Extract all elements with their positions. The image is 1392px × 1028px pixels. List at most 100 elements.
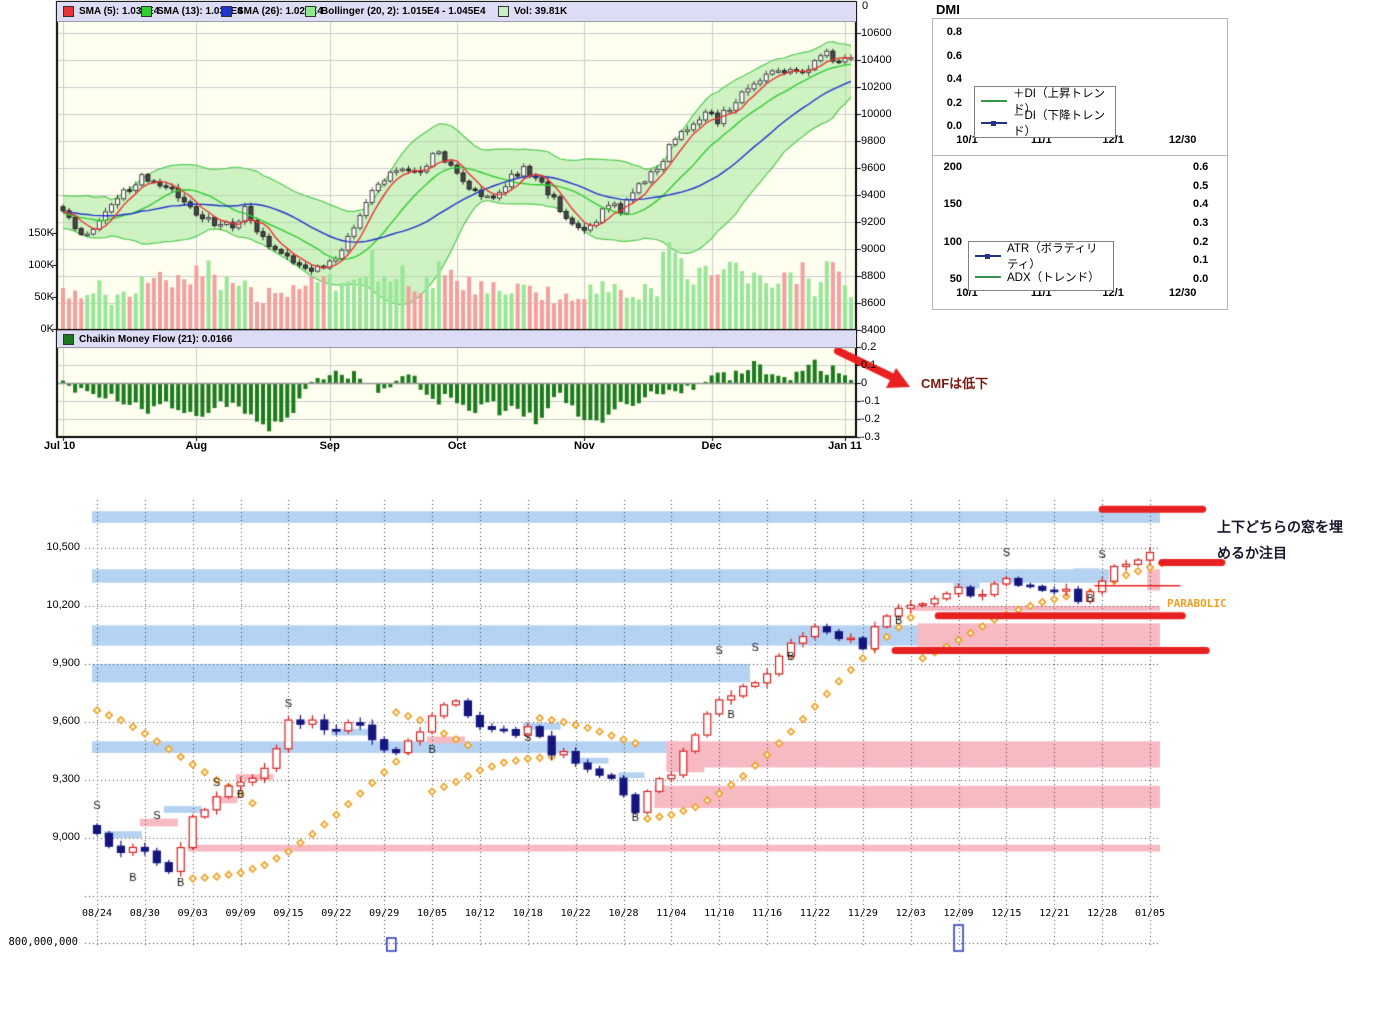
bottom-time-tick-label: 10/28 (608, 908, 639, 919)
main-chart-legend: SMA (5): 1.037E4 SMA (13): 1.033E4 SMA (… (57, 2, 856, 22)
bottom-time-tick-label: 12/03 (895, 908, 926, 919)
dmi-panel-title: DMI (936, 2, 960, 17)
adx-tick-label: 0.4 (1193, 198, 1209, 211)
dmi-legend-minus-di: －DI（下降トレンド） (981, 110, 1109, 138)
time-tick-label: Jul 10 (44, 440, 76, 452)
time-tick-label: Sep (319, 440, 340, 452)
legend-label: SMA (5): 1.037E4 (79, 6, 160, 17)
bottom-time-tick-label: 12/21 (1039, 908, 1070, 919)
volume-tick-label: 150K (28, 227, 54, 239)
dmi-y-tick-label: 0.8 (946, 26, 962, 38)
cmf-declining-note: CMFは低下 (921, 376, 989, 391)
legend-label: －DI（下降トレンド） (1013, 110, 1105, 138)
cmf-tick-label: -0.2 (861, 413, 880, 425)
bottom-time-tick-label: 11/10 (704, 908, 735, 919)
atr-adx-legend-box: ATR（ボラティリティ） ADX（トレンド） (968, 241, 1114, 291)
dmi-x-tick-label: 12/30 (1168, 134, 1197, 146)
top-right-axis-label: 0 (862, 0, 869, 12)
bottom-time-tick-label: 11/16 (752, 908, 783, 919)
main-price-plot-region[interactable] (57, 22, 856, 330)
adx-line-icon (975, 275, 1001, 278)
bottom-time-tick-label: 11/29 (847, 908, 878, 919)
price-tick-label: 9000 (861, 243, 886, 255)
dmi-y-tick-label: 0.6 (946, 49, 962, 62)
legend-item-sma5: SMA (5): 1.037E4 (63, 2, 159, 21)
legend-atr: ATR（ボラティリティ） (975, 243, 1107, 271)
time-tick-label: Oct (447, 440, 467, 452)
window-note-line1: 上下どちらの窓を埋 (1217, 519, 1343, 535)
legend-label: Bollinger (20, 2): 1.015E4 - 1.045E4 (321, 6, 486, 17)
dmi-legend-plus-di: ＋DI（上昇トレンド） (981, 88, 1109, 116)
sma26-swatch-icon (221, 6, 232, 17)
bottom-time-tick-label: 10/12 (464, 908, 495, 919)
price-tick-label: 10200 (861, 81, 892, 93)
price-tick-label: 9400 (861, 189, 886, 201)
bottom-time-tick-label: 08/30 (129, 908, 160, 919)
legend-item-volume: Vol: 39.81K (498, 2, 567, 21)
time-tick-label: Nov (573, 440, 595, 452)
legend-label: ＋DI（上昇トレンド） (1013, 88, 1105, 116)
sma13-swatch-icon (141, 6, 152, 17)
bottom-time-tick-label: 10/05 (416, 908, 448, 919)
bottom-time-tick-label: 12/28 (1087, 908, 1118, 919)
legend-item-cmf: Chaikin Money Flow (21): 0.0166 (63, 331, 232, 347)
bottom-time-tick-label: 09/15 (273, 908, 304, 919)
plus-di-line-icon (981, 100, 1007, 102)
atr-line-icon (975, 253, 1001, 259)
atr-tick-label: 100 (943, 235, 962, 248)
legend-adx: ADX（トレンド） (975, 266, 1107, 287)
legend-item-bollinger: Bollinger (20, 2): 1.015E4 - 1.045E4 (305, 2, 486, 21)
price-tick-label: 10400 (861, 54, 892, 66)
bottom-volume-axis-label: 800,000,000 (8, 936, 78, 948)
bottom-price-tick-label: 9,900 (52, 657, 80, 669)
price-tick-label: 9600 (861, 162, 886, 174)
bottom-time-tick-label: 09/09 (225, 908, 256, 919)
cmf-tick-label: 0.1 (861, 359, 877, 371)
bottom-time-tick-label: 11/04 (656, 908, 687, 919)
dmi-y-tick-label: 0.2 (946, 96, 962, 109)
bottom-time-tick-label: 09/29 (369, 908, 400, 919)
legend-label: Vol: 39.81K (514, 6, 568, 17)
adx-tick-label: 0.1 (1193, 254, 1209, 267)
volume-swatch-icon (498, 6, 509, 17)
bottom-time-tick-label: 01/05 (1134, 908, 1166, 919)
volume-tick-label: 0K (40, 323, 54, 335)
bottom-price-tick-label: 10,200 (46, 599, 80, 611)
atr-tick-label: 200 (943, 161, 962, 173)
price-tick-label: 9800 (861, 135, 886, 147)
adx-tick-label: 0.2 (1193, 235, 1209, 248)
price-tick-label: 10600 (861, 27, 892, 39)
parabolic-label: PARABOLIC (1167, 597, 1227, 610)
price-tick-label: 8600 (861, 297, 886, 309)
bottom-time-tick-label: 09/22 (321, 908, 352, 919)
legend-label: SMA (26): 1.026E4 (237, 6, 323, 17)
dmi-y-tick-label: 0.0 (946, 120, 962, 132)
time-tick-label: Dec (701, 440, 722, 452)
price-tick-label: 9200 (861, 216, 886, 228)
cmf-tick-label: -0.3 (861, 431, 880, 443)
bottom-time-tick-label: 12/15 (991, 908, 1022, 919)
bottom-price-tick-label: 10,500 (46, 541, 80, 553)
cmf-plot-region[interactable] (57, 347, 856, 436)
cmf-tick-label: 0 (861, 377, 868, 389)
atr-adx-x-tick-label: 12/30 (1168, 287, 1197, 299)
bottom-price-tick-label: 9,300 (52, 773, 80, 785)
price-tick-label: 8800 (861, 270, 886, 282)
bottom-time-tick-label: 08/24 (81, 908, 113, 919)
minus-di-line-icon (981, 121, 1007, 126)
cmf-legend: Chaikin Money Flow (21): 0.0166 (57, 330, 856, 348)
volume-tick-label: 50K (34, 291, 54, 303)
bottom-price-tick-label: 9,000 (52, 831, 80, 843)
bottom-time-tick-label: 10/22 (560, 908, 591, 919)
bollinger-swatch-icon (305, 6, 316, 17)
time-tick-label: Jan 11 (828, 440, 862, 452)
legend-label: ADX（トレンド） (1007, 271, 1100, 284)
bottom-plot-region[interactable] (85, 505, 1160, 930)
time-tick-label: Aug (185, 440, 208, 452)
cmf-swatch-icon (63, 333, 74, 345)
volume-tick-label: 100K (28, 259, 54, 271)
atr-tick-label: 50 (949, 272, 962, 285)
bottom-time-tick-label: 12/09 (943, 908, 974, 919)
price-tick-label: 10000 (861, 108, 892, 120)
